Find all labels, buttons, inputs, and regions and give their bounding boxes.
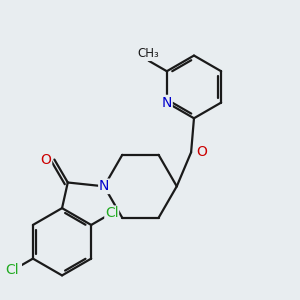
- Text: Cl: Cl: [105, 206, 119, 220]
- Text: N: N: [162, 96, 172, 110]
- Text: O: O: [196, 145, 207, 159]
- Text: O: O: [40, 153, 51, 166]
- Text: N: N: [99, 179, 109, 193]
- Text: Cl: Cl: [6, 263, 19, 278]
- Text: CH₃: CH₃: [138, 47, 160, 60]
